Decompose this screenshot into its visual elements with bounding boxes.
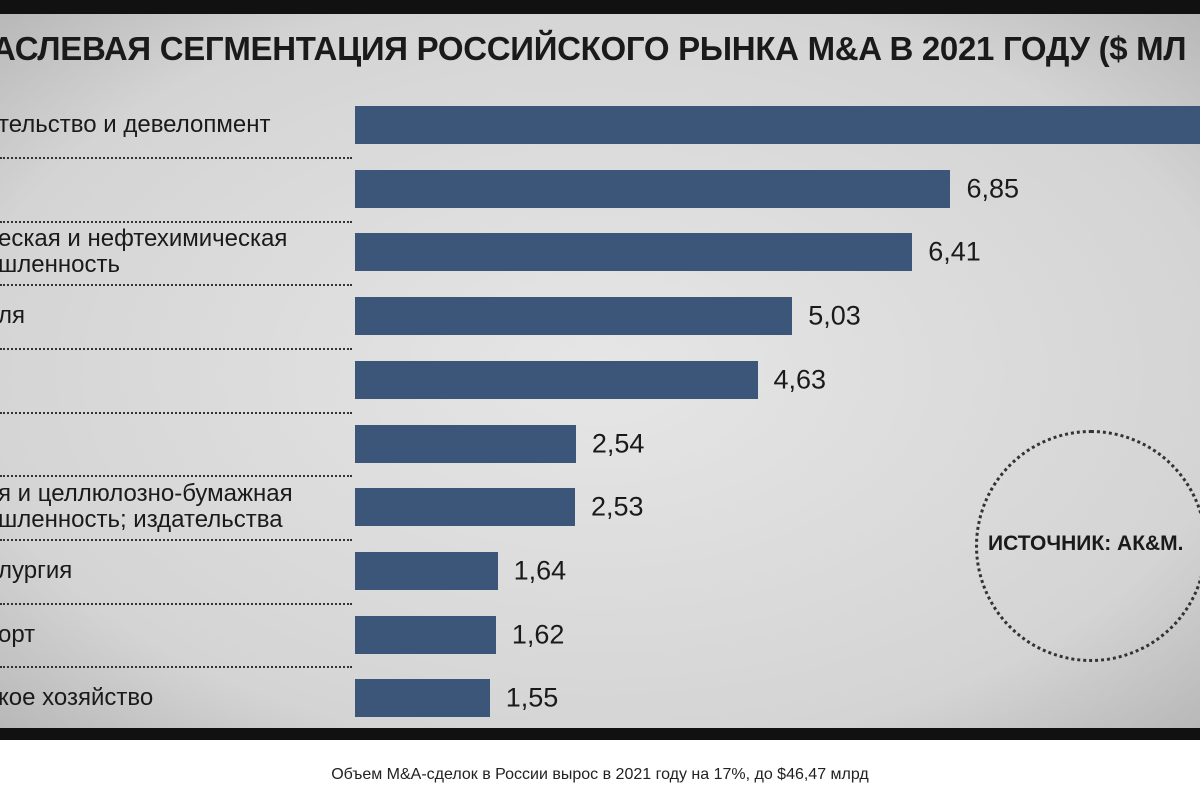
row-separator	[0, 475, 352, 478]
bar	[355, 106, 1200, 144]
row-separator	[0, 602, 352, 605]
bar	[355, 169, 951, 208]
bar	[355, 615, 496, 654]
category-label: еская и нефтехимическая шленность	[0, 225, 288, 279]
category-label: я и целлюлозно-бумажная шленность; издат…	[0, 480, 293, 534]
value-label: 1,55	[505, 682, 559, 713]
value-label: 1,62	[511, 619, 565, 650]
value-label: 5,03	[808, 300, 861, 331]
row-separator	[0, 156, 352, 159]
row-separator	[0, 347, 352, 350]
value-label: 2,54	[591, 428, 645, 458]
source-annotation: ИСТОЧНИК: АК&M.	[988, 532, 1184, 555]
row-separator	[0, 539, 352, 542]
value-label: 1,64	[513, 555, 567, 586]
row-separator	[0, 220, 352, 223]
category-label: кое хозяйство	[0, 684, 154, 712]
category-label: лургия	[0, 556, 73, 584]
category-label: тельство и девелопмент	[0, 111, 271, 138]
row-separator	[0, 666, 352, 669]
bar	[355, 679, 490, 718]
value-label: 4,63	[773, 364, 827, 395]
value-label: 6,85	[966, 173, 1020, 204]
bar	[355, 488, 575, 527]
bar	[355, 551, 498, 590]
source-circle	[975, 430, 1200, 662]
value-label: 2,53	[590, 491, 644, 522]
caption: Объем M&A-сделок в России вырос в 2021 г…	[331, 766, 869, 783]
bar	[355, 424, 576, 463]
value-label: 6,41	[928, 236, 981, 267]
category-label: ля	[0, 302, 25, 330]
bar	[355, 297, 793, 336]
category-label: орт	[0, 620, 36, 648]
chart-title: АСЛЕВАЯ СЕГМЕНТАЦИЯ РОССИЙСКОГО РЫНКА M&…	[0, 30, 1187, 67]
bar	[355, 233, 913, 272]
bar	[355, 360, 758, 399]
row-separator	[0, 411, 352, 414]
row-separator	[0, 284, 352, 287]
